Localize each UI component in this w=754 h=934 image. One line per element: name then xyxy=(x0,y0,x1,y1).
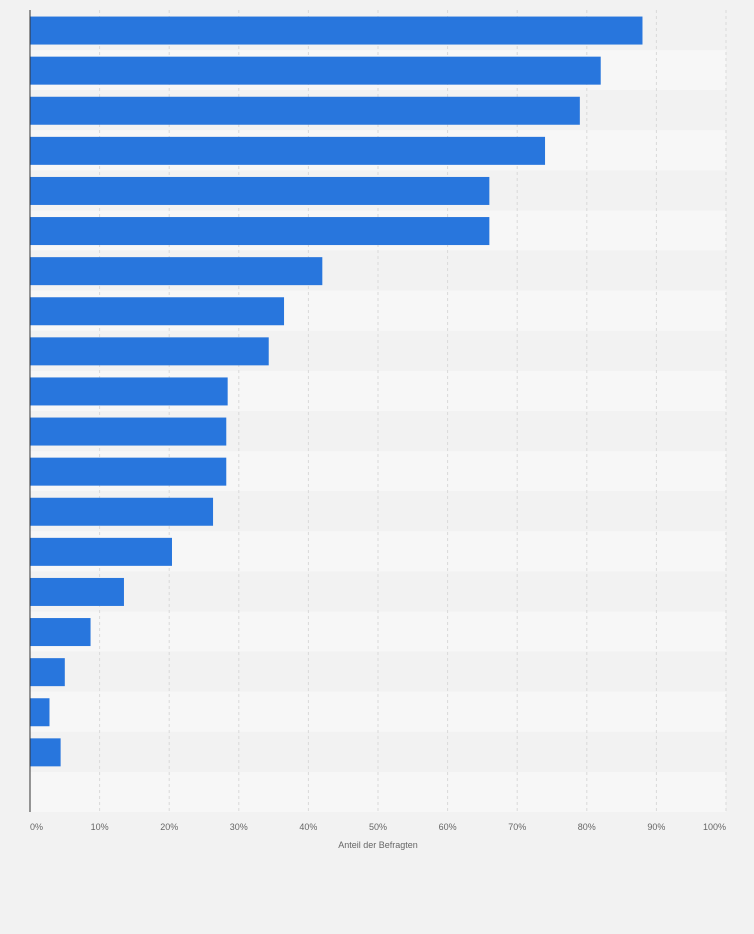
bar[interactable] xyxy=(30,217,490,246)
bar[interactable] xyxy=(30,497,214,526)
bar[interactable] xyxy=(30,698,50,727)
bar[interactable] xyxy=(30,56,601,85)
x-tick-label: 50% xyxy=(369,822,387,832)
x-tick-label: 20% xyxy=(160,822,178,832)
bars xyxy=(30,16,643,767)
x-tick-label: 30% xyxy=(230,822,248,832)
bar[interactable] xyxy=(30,257,323,286)
bar[interactable] xyxy=(30,96,580,125)
x-tick-label: 70% xyxy=(508,822,526,832)
bar[interactable] xyxy=(30,337,269,366)
bar[interactable] xyxy=(30,537,172,566)
bar[interactable] xyxy=(30,738,61,767)
bar[interactable] xyxy=(30,417,227,446)
x-tick-label: 10% xyxy=(91,822,109,832)
bar[interactable] xyxy=(30,457,227,486)
bar[interactable] xyxy=(30,577,124,606)
x-tick-label: 60% xyxy=(439,822,457,832)
bar[interactable] xyxy=(30,658,65,687)
bar[interactable] xyxy=(30,618,91,647)
x-axis-ticks: 0% 10% 20% 30% 40% 50% 60% 70% 80% 90% 100% xyxy=(30,822,726,832)
bar[interactable] xyxy=(30,176,490,205)
bar[interactable] xyxy=(30,377,228,406)
bar[interactable] xyxy=(30,16,643,45)
bar[interactable] xyxy=(30,297,285,326)
x-tick-label: 0% xyxy=(30,822,43,832)
x-tick-label: 80% xyxy=(578,822,596,832)
x-tick-label: 40% xyxy=(299,822,317,832)
x-tick-label: 90% xyxy=(647,822,665,832)
bar[interactable] xyxy=(30,136,546,165)
x-tick-label: 100% xyxy=(703,822,726,832)
x-axis-label: Anteil der Befragten xyxy=(338,840,418,850)
